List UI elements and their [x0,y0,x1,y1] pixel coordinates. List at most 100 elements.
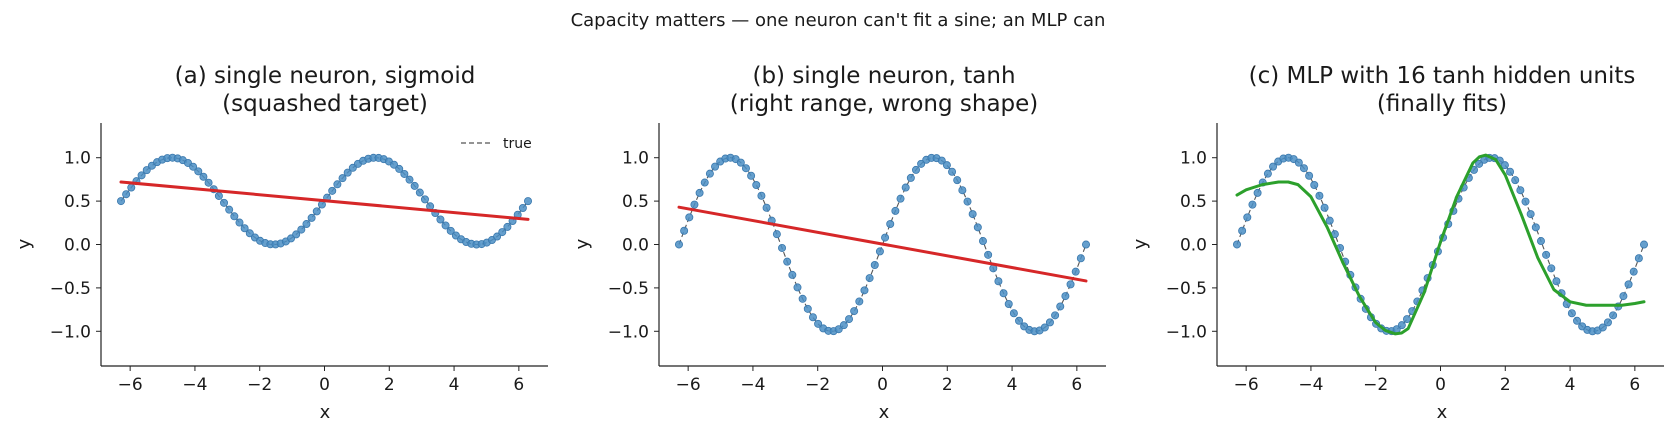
data-point [1294,158,1303,167]
neuron-fit-line [677,205,1088,283]
data-point [948,167,957,176]
data-point [1619,292,1628,301]
data-point [1310,180,1319,189]
data-point [994,277,1003,286]
data-point [881,233,890,242]
data-point [963,197,972,206]
data-point [747,171,756,180]
data-point [194,167,203,176]
y-tick-label: −0.5 [50,279,91,299]
data-point [436,215,445,224]
data-point [953,176,962,185]
data-point [199,172,208,181]
x-tick-label: 2 [1500,375,1511,395]
data-point [772,230,781,239]
data-point [1526,210,1535,219]
panel-a-legend: true [461,136,532,152]
x-tick-label: −2 [247,375,272,395]
panel-a: (a) single neuron, sigmoid (squashed tar… [14,63,548,423]
data-point [896,194,905,203]
panel-a-ylabel: y [14,238,35,249]
y-tick-label: 0.5 [1180,192,1207,212]
x-tick-label: 2 [942,375,953,395]
data-point [685,213,694,222]
data-point [798,294,807,303]
data-point [839,321,848,330]
data-point [1629,267,1638,276]
data-point [1603,318,1612,327]
panel-b-xlabel: x [879,402,890,423]
data-point [793,283,802,292]
figure-suptitle: Capacity matters — one neuron can't fit … [571,10,1106,31]
data-point [343,168,352,177]
panel-b-ylabel: y [572,238,593,249]
data-point [220,198,229,207]
data-point [1516,186,1525,195]
data-point [736,158,745,167]
data-point [674,240,683,249]
data-point [1547,264,1556,273]
data-point [1567,309,1576,318]
data-point [297,225,306,234]
panel-c-title-line-2: (finally fits) [1377,91,1507,117]
data-point [1045,318,1054,327]
data-point [1511,176,1520,185]
data-point [328,186,337,195]
data-point [906,173,915,182]
data-point [1004,300,1013,309]
data-point [1598,323,1607,332]
data-point [395,164,404,173]
x-tick-label: −6 [118,375,143,395]
x-tick-label: −4 [740,375,765,395]
data-point [1403,315,1412,324]
data-point [400,169,409,178]
y-tick-label: 1.0 [64,149,91,169]
data-point [788,270,797,279]
data-point [870,261,879,270]
y-tick-label: −1.0 [1166,322,1207,342]
x-tick-label: 0 [319,375,330,395]
data-point [690,200,699,209]
data-point [493,232,502,241]
data-point [116,197,125,206]
y-tick-label: 0.5 [64,192,91,212]
data-point [1269,162,1278,171]
data-point [865,274,874,283]
data-point [778,243,787,252]
data-point [1263,169,1272,178]
data-point [1640,240,1649,249]
data-point [1040,323,1049,332]
data-point [137,171,146,180]
data-point [942,161,951,170]
data-point [1243,213,1252,222]
data-point [1248,200,1257,209]
panel-b-title-line-2: (right range, wrong shape) [730,91,1039,117]
data-point [1624,280,1633,289]
data-point [937,156,946,165]
data-point [762,203,771,212]
data-point [705,169,714,178]
data-point [1531,223,1540,232]
panel-c-xlabel: x [1437,402,1448,423]
x-tick-label: 4 [1565,375,1576,395]
data-point [302,220,311,229]
panel-c-ylabel: y [1130,238,1151,249]
data-point [1015,316,1024,325]
x-tick-label: −4 [182,375,207,395]
data-point [312,207,321,216]
data-point [230,212,239,221]
data-point [245,229,254,238]
panel-a-title-line-2: (squashed target) [222,91,428,117]
data-point [235,218,244,227]
data-point [1634,254,1643,263]
data-point [680,226,689,235]
data-point [968,210,977,219]
data-point [1056,302,1065,311]
x-tick-label: 6 [1071,375,1082,395]
x-tick-label: 0 [1435,375,1446,395]
x-tick-label: 6 [1629,375,1640,395]
data-point [214,191,223,200]
data-point [1521,197,1530,206]
data-point [1325,216,1334,225]
data-point [860,286,869,295]
